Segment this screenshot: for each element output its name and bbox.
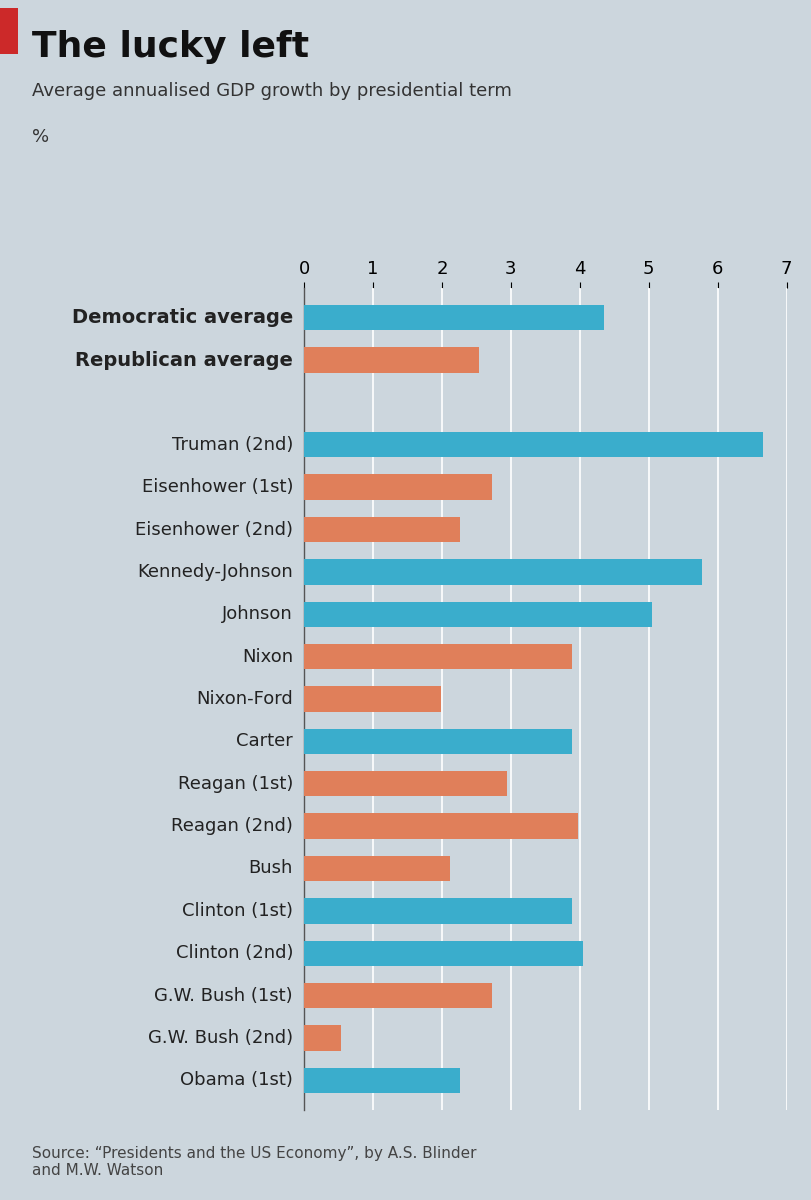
Text: G.W. Bush (2nd): G.W. Bush (2nd) (148, 1028, 293, 1046)
Bar (304, 644, 572, 670)
Text: Clinton (1st): Clinton (1st) (182, 902, 293, 920)
Text: Reagan (1st): Reagan (1st) (178, 775, 293, 793)
Text: Nixon: Nixon (242, 648, 293, 666)
Text: Obama (1st): Obama (1st) (180, 1072, 293, 1090)
Bar (304, 347, 479, 373)
Bar (304, 432, 762, 457)
Text: Eisenhower (1st): Eisenhower (1st) (141, 478, 293, 496)
Text: Eisenhower (2nd): Eisenhower (2nd) (135, 521, 293, 539)
Bar (304, 517, 460, 542)
Text: G.W. Bush (1st): G.W. Bush (1st) (154, 986, 293, 1004)
Text: Republican average: Republican average (75, 350, 293, 370)
Bar (304, 772, 508, 797)
Text: Average annualised GDP growth by presidential term: Average annualised GDP growth by preside… (32, 82, 513, 100)
Bar (304, 728, 572, 754)
Text: Bush: Bush (249, 859, 293, 877)
Text: The lucky left: The lucky left (32, 30, 310, 64)
Text: %: % (32, 128, 49, 146)
Text: Johnson: Johnson (222, 605, 293, 623)
Text: Democratic average: Democratic average (71, 308, 293, 328)
Bar (304, 559, 702, 584)
Bar (304, 814, 577, 839)
Bar (304, 305, 604, 330)
Text: Clinton (2nd): Clinton (2nd) (175, 944, 293, 962)
Text: Carter: Carter (236, 732, 293, 750)
Bar (304, 601, 652, 626)
Text: Nixon-Ford: Nixon-Ford (196, 690, 293, 708)
Bar (304, 474, 491, 500)
Text: Truman (2nd): Truman (2nd) (172, 436, 293, 454)
Bar (304, 686, 440, 712)
Text: Reagan (2nd): Reagan (2nd) (171, 817, 293, 835)
Bar (304, 856, 450, 881)
Bar (304, 898, 572, 924)
Bar (304, 983, 491, 1008)
Bar (304, 1068, 460, 1093)
Text: Kennedy-Johnson: Kennedy-Johnson (137, 563, 293, 581)
Text: Source: “Presidents and the US Economy”, by A.S. Blinder
and M.W. Watson: Source: “Presidents and the US Economy”,… (32, 1146, 477, 1178)
Bar (304, 1025, 341, 1051)
Bar (304, 941, 583, 966)
